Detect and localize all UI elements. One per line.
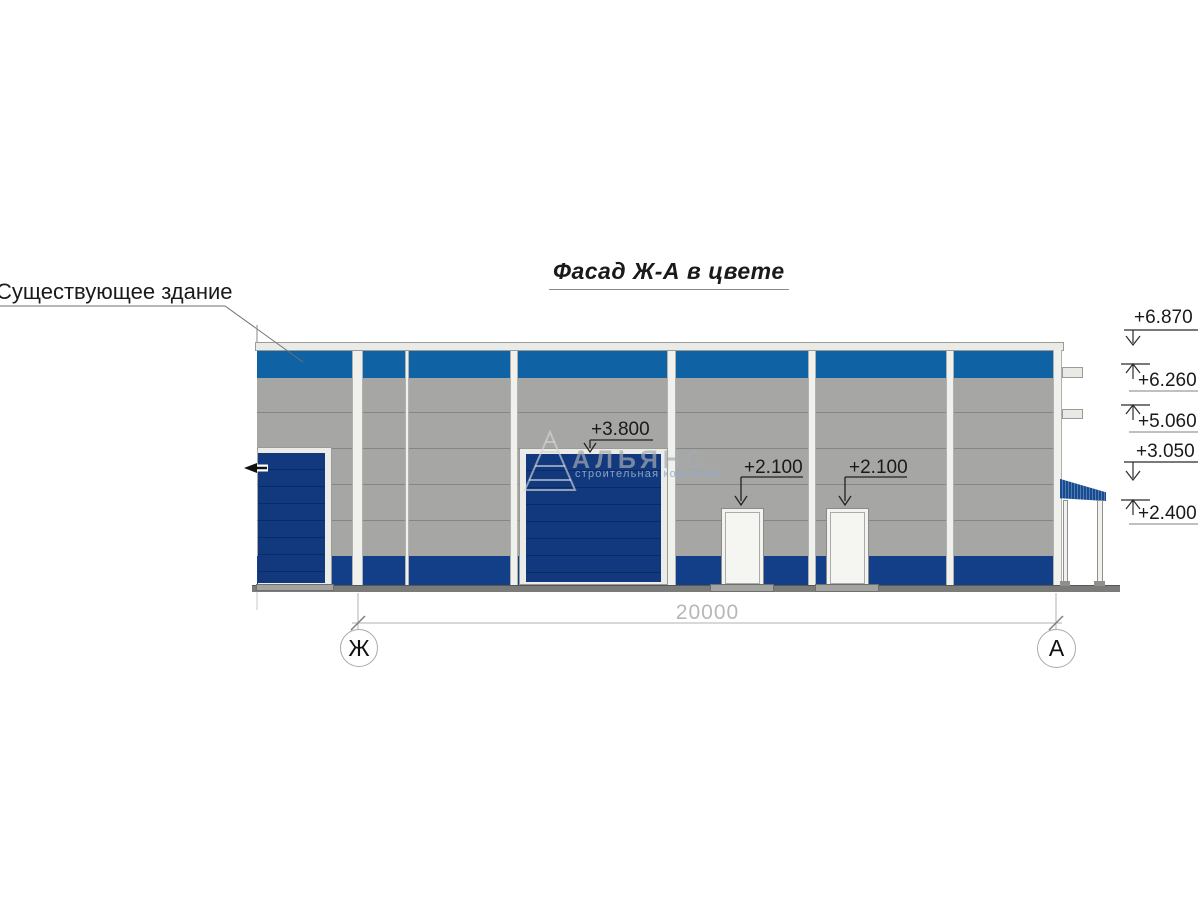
watermark-subtitle: строительная компания: [575, 468, 723, 480]
door-left: [721, 508, 764, 585]
canopy-roof: [1060, 478, 1106, 501]
roof-trim: [255, 342, 1064, 351]
door-left-threshold: [710, 584, 774, 592]
gate-height-label: +3.800: [591, 419, 650, 440]
column-axis-zh: [352, 351, 363, 585]
post-foot: [1060, 581, 1070, 586]
door-right: [826, 508, 869, 585]
beam-tab-lower: [1062, 409, 1083, 419]
elevation-beam-upper: +6.260: [1138, 370, 1197, 391]
elevation-beam-lower: +5.060: [1138, 411, 1197, 432]
canopy-post-right: [1097, 500, 1103, 585]
door-right-height-label: +2.100: [849, 457, 908, 478]
column-joint: [405, 351, 409, 585]
top-blue-band: [257, 351, 1053, 378]
post-foot: [1094, 581, 1105, 586]
axis-letter-a: А: [1048, 635, 1065, 661]
panel-joint-line: [257, 412, 1053, 413]
drawing-title: Фасад Ж-А в цвете: [549, 258, 789, 290]
elevation-mark-down-icon: [1124, 461, 1198, 481]
beam-tab-upper: [1062, 367, 1083, 378]
door-left-height-label: +2.100: [744, 457, 803, 478]
corner-column-axis-a: [1053, 350, 1062, 586]
dimension-total-label: 20000: [675, 601, 740, 624]
door-left-leaf: [725, 512, 760, 584]
watermark-pyramid-icon: [523, 430, 577, 491]
gate-left-threshold: [256, 584, 334, 591]
canopy-post-left: [1063, 500, 1068, 585]
column: [510, 351, 518, 585]
door-right-leaf: [830, 512, 865, 584]
plinth-base: [252, 585, 1120, 592]
elevation-canopy-underside: +2.400: [1138, 503, 1197, 524]
axis-letter-zh: Ж: [348, 634, 370, 661]
elevation-mark-down-icon: [1124, 329, 1198, 346]
existing-building-label: Существующее здание: [0, 279, 233, 304]
sectional-gate-main-panel: [526, 454, 661, 582]
door-right-threshold: [815, 584, 879, 592]
sectional-gate-left-panel: [258, 453, 325, 583]
column: [946, 351, 954, 585]
axis-bubble-zh: Ж: [340, 629, 378, 667]
elevation-canopy-top: +3.050: [1136, 441, 1195, 462]
axis-bubble-a: А: [1037, 629, 1076, 668]
column: [808, 351, 816, 585]
elevation-roof: +6.870: [1134, 307, 1193, 328]
